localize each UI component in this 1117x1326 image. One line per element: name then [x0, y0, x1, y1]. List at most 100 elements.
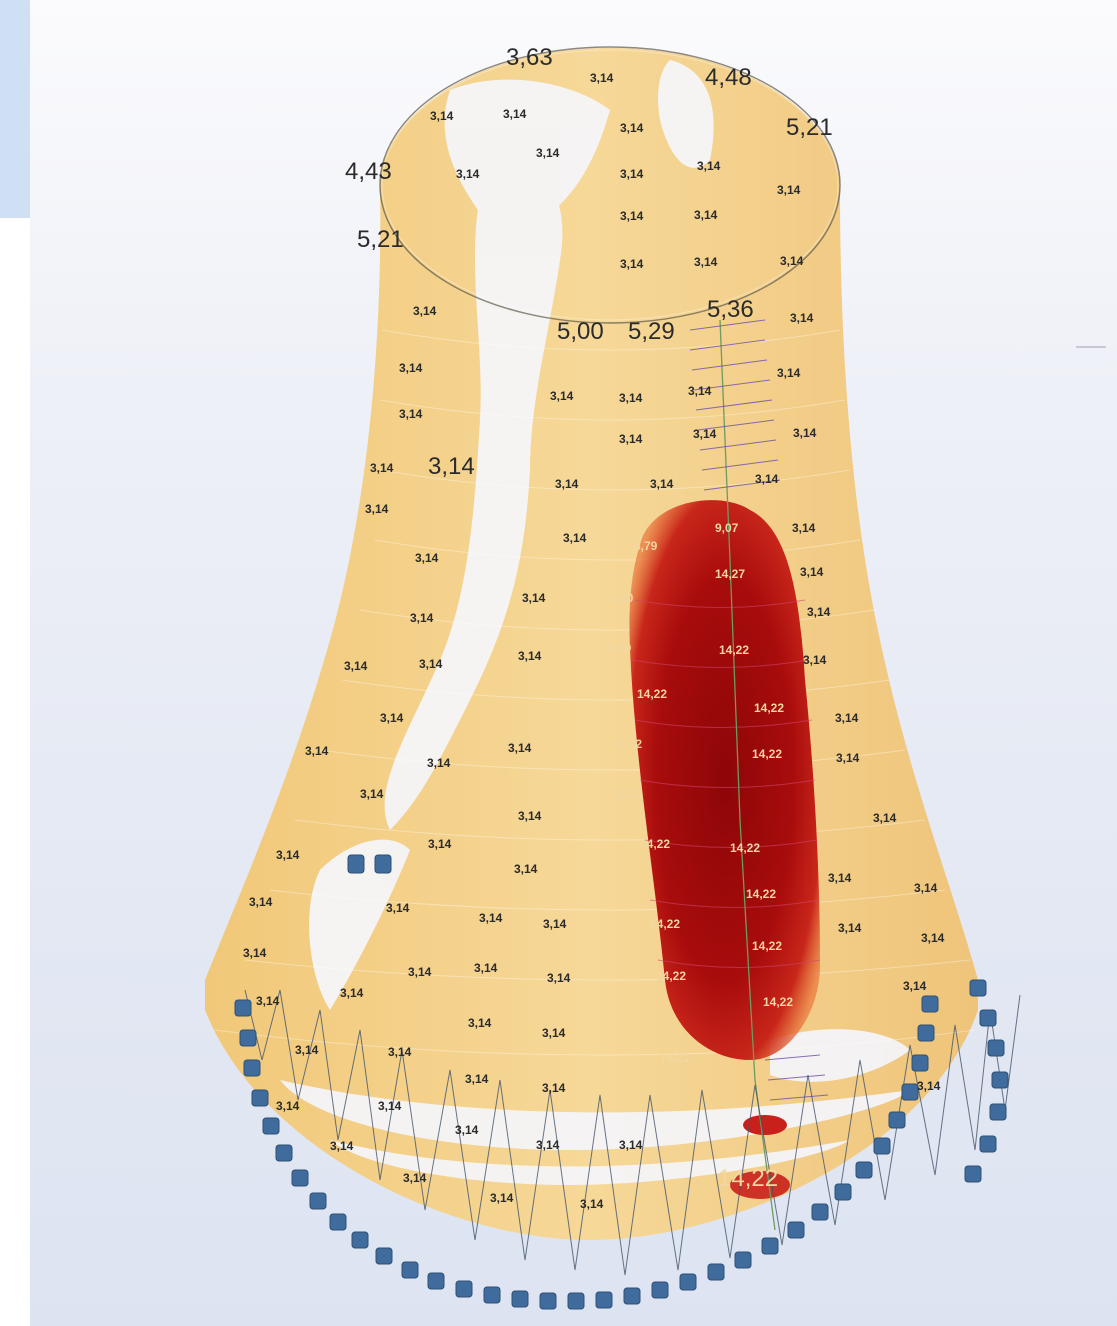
- value-label: 14,22: [612, 787, 643, 801]
- value-label: 3,14: [550, 389, 574, 403]
- value-label: 3,14: [474, 961, 498, 975]
- value-label: 3,14: [378, 1099, 402, 1113]
- value-label: 3,14: [777, 366, 801, 380]
- value-label: 3,14: [413, 304, 437, 318]
- value-label: 3,14: [403, 1171, 427, 1185]
- value-label: 3,14: [399, 361, 423, 375]
- corner-panel: [0, 0, 30, 218]
- value-label: 3,14: [793, 426, 817, 440]
- value-label: 14,22: [650, 917, 681, 931]
- value-label: 3,14: [536, 146, 560, 160]
- value-label: 3,14: [555, 477, 579, 491]
- value-label: 3,14: [835, 711, 859, 725]
- value-label: 14,22: [612, 737, 643, 751]
- value-label: 3,14: [468, 1016, 492, 1030]
- value-label: 3,14: [399, 407, 423, 421]
- value-label: 3,14: [427, 756, 451, 770]
- value-label: 3,14: [590, 71, 614, 85]
- cooling-tower-model: [205, 46, 1021, 1310]
- value-label: 3,14: [522, 591, 546, 605]
- value-label: 3,14: [428, 453, 475, 480]
- value-label: 3,63: [506, 44, 553, 71]
- value-label: 3,14: [380, 711, 404, 725]
- hot-spot-lower-2: [730, 1171, 790, 1199]
- value-label: 3,14: [455, 1123, 479, 1137]
- value-label: 3,14: [465, 1072, 489, 1086]
- hot-stress-zone: [629, 500, 821, 1061]
- value-label: 3,14: [563, 531, 587, 545]
- value-label: 3,14: [807, 605, 831, 619]
- value-label: 3,14: [620, 121, 644, 135]
- value-label: 3,14: [536, 1138, 560, 1152]
- value-label: 3,14: [330, 1139, 354, 1153]
- value-label: 3,14: [580, 1197, 604, 1211]
- value-label: 14,22: [656, 969, 687, 983]
- hot-spot-lower-1: [743, 1115, 787, 1135]
- value-label: 3,14: [430, 109, 454, 123]
- value-label: 14,22: [763, 995, 794, 1009]
- value-label: 3,14: [276, 848, 300, 862]
- value-label: 3,14: [479, 911, 503, 925]
- value-label: 3,14: [903, 979, 927, 993]
- value-label: 4,20: [610, 591, 634, 605]
- value-label: 3,14: [370, 461, 394, 475]
- value-label: 14,22: [752, 747, 783, 761]
- rebar-ticks: [689, 319, 829, 1101]
- value-label: 14,22: [746, 887, 777, 901]
- value-label: 3,14: [921, 931, 945, 945]
- value-label: 14,27: [715, 567, 746, 581]
- value-label: 3,14: [276, 1099, 300, 1113]
- value-label: 14,22: [752, 939, 783, 953]
- value-label: 3,14: [518, 649, 542, 663]
- value-label: 3,14: [340, 986, 364, 1000]
- value-label: 4,43: [345, 158, 392, 185]
- value-label: 3,14: [542, 1081, 566, 1095]
- value-label: 3,14: [543, 917, 567, 931]
- mesh-rings: [214, 49, 976, 1056]
- value-label: 3,14: [415, 551, 439, 565]
- value-label: 3,14: [650, 477, 674, 491]
- value-label: 5,36: [707, 296, 754, 323]
- value-label: 3,14: [514, 862, 538, 876]
- value-label: 3,14: [780, 254, 804, 268]
- value-label: 3,14: [419, 657, 443, 671]
- value-label: 5,00: [557, 318, 604, 345]
- value-label: 3,14: [508, 741, 532, 755]
- value-label: 3,14: [914, 881, 938, 895]
- value-label: 3,14: [828, 871, 852, 885]
- value-label: 3,14: [456, 167, 480, 181]
- value-label: 3,14: [295, 1043, 319, 1057]
- value-label: 3,14: [243, 946, 267, 960]
- value-label: 3,14: [620, 257, 644, 271]
- value-label: 5,21: [357, 226, 404, 253]
- value-label: 3,14: [803, 653, 827, 667]
- value-label: 3,14: [365, 502, 389, 516]
- value-label: 9,20: [608, 641, 632, 655]
- value-label: 14,22: [719, 643, 750, 657]
- value-label: 3,14: [873, 811, 897, 825]
- hot-zone-mesh: [631, 599, 821, 968]
- value-label: 3,14: [800, 565, 824, 579]
- value-label: 3,14: [693, 427, 717, 441]
- value-label: 3,14: [249, 895, 273, 909]
- value-label: 3,14: [755, 472, 779, 486]
- value-label: 3,14: [688, 384, 712, 398]
- rebar-guide: [719, 319, 776, 1231]
- tower-rim: [379, 46, 841, 324]
- value-label: 3,14: [518, 809, 542, 823]
- value-label: 3,14: [697, 159, 721, 173]
- value-label: 3,14: [490, 1191, 514, 1205]
- support-blocks: [234, 854, 1009, 1310]
- value-label: 3,14: [408, 965, 432, 979]
- value-label: 3,14: [694, 255, 718, 269]
- model-viewport[interactable]: 3,63 4,48 5,21 4,43 5,21 5,00 5,29 5,36 …: [30, 0, 1117, 1326]
- value-label: 3,14: [547, 971, 571, 985]
- value-label: 5,21: [786, 114, 833, 141]
- value-label: 3,14: [386, 901, 410, 915]
- value-label: 3,14: [619, 391, 643, 405]
- value-label: 3,14: [619, 1138, 643, 1152]
- value-label: 14,22: [730, 841, 761, 855]
- value-label: 3,14: [619, 432, 643, 446]
- value-label: 3,14: [620, 167, 644, 181]
- value-label: 3,14: [388, 1045, 412, 1059]
